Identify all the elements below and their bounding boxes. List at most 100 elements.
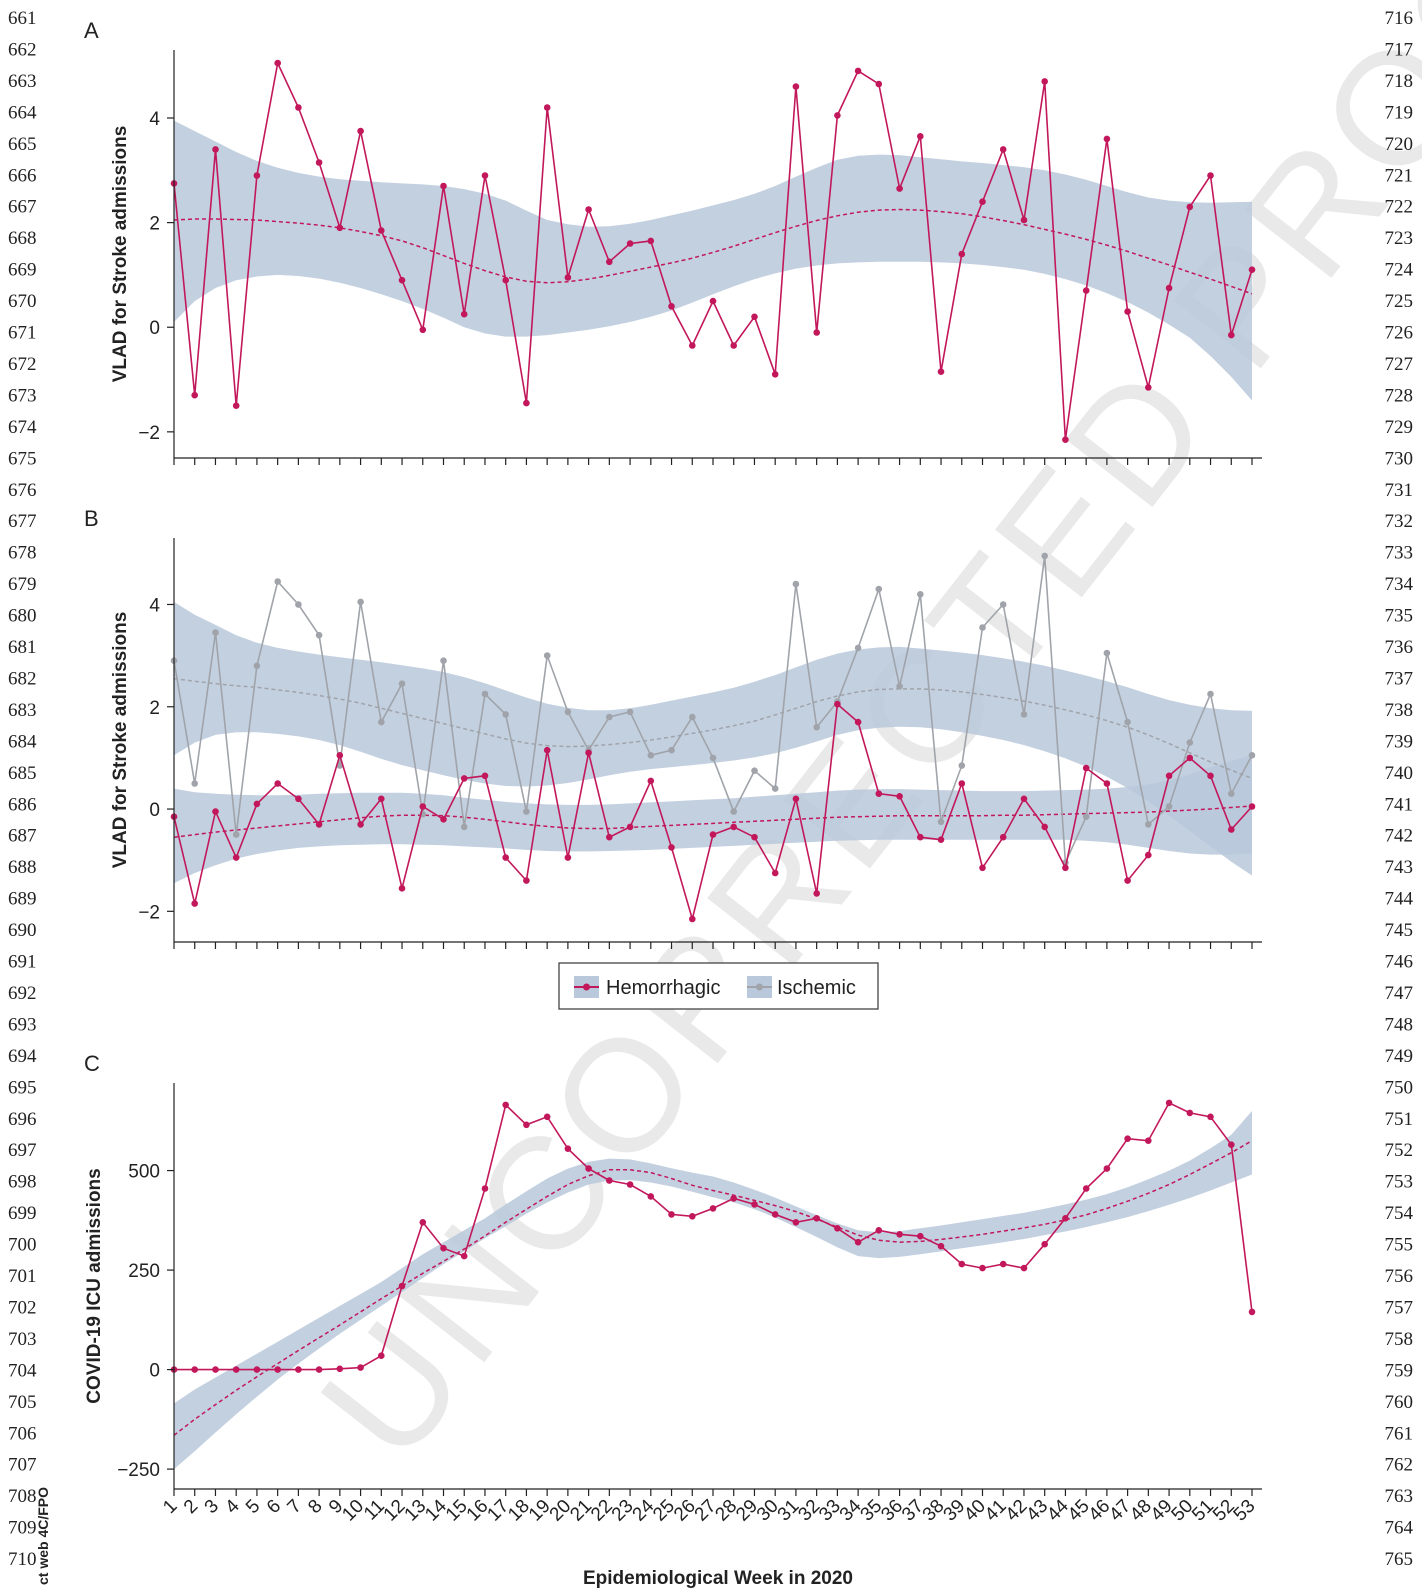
data-point-hemorrhagic <box>253 800 261 808</box>
line-number: 689 <box>8 889 37 910</box>
line-number: 764 <box>1385 1518 1414 1539</box>
data-point-hemorrhagic <box>813 1215 820 1222</box>
trend-line-hemorrhagic <box>173 805 1253 838</box>
data-point-ischemic <box>709 754 717 762</box>
data-point-hemorrhagic <box>398 276 406 284</box>
data-point-hemorrhagic <box>440 182 447 190</box>
line-number: 754 <box>1385 1203 1414 1224</box>
line-number: 757 <box>1385 1297 1414 1318</box>
legend: Hemorrhagic Ischemic <box>558 962 879 1010</box>
line-number: 688 <box>8 857 37 878</box>
data-point-hemorrhagic <box>1103 135 1111 143</box>
data-point-hemorrhagic <box>792 1219 800 1226</box>
data-point-hemorrhagic <box>647 777 655 785</box>
line-number: 735 <box>1385 606 1414 627</box>
data-point-hemorrhagic <box>813 890 820 897</box>
data-point-hemorrhagic <box>357 1364 364 1371</box>
legend-ischemic-marker <box>756 983 763 991</box>
y-tick-label: 0 <box>149 800 160 821</box>
y-tick-label: −250 <box>117 1460 160 1481</box>
confidence-band-ischemic <box>174 601 1252 876</box>
line-number: 691 <box>8 952 37 973</box>
data-point-hemorrhagic <box>585 1165 592 1172</box>
data-point-hemorrhagic <box>999 146 1007 153</box>
data-point-hemorrhagic <box>606 258 613 266</box>
line-number: 762 <box>1385 1455 1414 1476</box>
data-point-hemorrhagic <box>854 1238 862 1246</box>
line-number: 765 <box>1385 1549 1414 1570</box>
line-number: 722 <box>1385 197 1414 218</box>
data-point-hemorrhagic <box>232 1366 240 1373</box>
data-point-hemorrhagic <box>771 869 779 877</box>
data-point-ischemic <box>398 680 406 687</box>
line-number: 671 <box>8 323 37 344</box>
data-point-hemorrhagic <box>274 780 282 787</box>
data-point-ischemic <box>295 601 302 608</box>
data-point-hemorrhagic <box>1041 78 1048 85</box>
data-point-ischemic <box>854 644 862 652</box>
data-point-hemorrhagic <box>502 1101 510 1109</box>
line-number: 701 <box>8 1266 37 1287</box>
data-point-hemorrhagic <box>295 104 302 111</box>
data-point-ischemic <box>999 601 1007 608</box>
data-point-ischemic <box>751 767 758 774</box>
data-point-hemorrhagic <box>647 237 655 245</box>
data-point-hemorrhagic <box>523 877 530 884</box>
line-number: 700 <box>8 1235 37 1256</box>
data-point-hemorrhagic <box>834 1225 841 1232</box>
data-point-hemorrhagic <box>875 80 883 88</box>
data-point-hemorrhagic <box>419 803 427 810</box>
data-point-hemorrhagic <box>315 159 323 166</box>
data-point-hemorrhagic <box>564 274 572 281</box>
line-number: 664 <box>8 102 37 123</box>
data-point-hemorrhagic <box>440 816 447 823</box>
line-number: 693 <box>8 1014 37 1035</box>
data-point-ischemic <box>378 718 385 726</box>
line-number: 729 <box>1385 417 1414 438</box>
y-tick-label: 2 <box>149 698 160 719</box>
data-point-ischemic <box>813 723 820 731</box>
data-point-hemorrhagic <box>212 1366 219 1373</box>
y-tick-label: 4 <box>149 595 160 616</box>
line-number: 707 <box>8 1455 37 1476</box>
data-point-hemorrhagic <box>937 1242 945 1250</box>
line-number: 692 <box>8 983 37 1004</box>
data-point-hemorrhagic <box>689 915 696 923</box>
data-point-ischemic <box>937 818 945 826</box>
data-point-hemorrhagic <box>1062 1215 1069 1222</box>
data-point-hemorrhagic <box>626 823 634 831</box>
line-number: 739 <box>1385 731 1414 752</box>
line-number: 758 <box>1385 1329 1414 1350</box>
line-number: 731 <box>1385 480 1414 501</box>
data-point-hemorrhagic <box>1186 754 1194 762</box>
data-point-hemorrhagic <box>398 885 406 892</box>
data-point-hemorrhagic <box>315 821 323 828</box>
line-number: 665 <box>8 134 37 155</box>
data-point-hemorrhagic <box>896 185 903 192</box>
data-point-hemorrhagic <box>336 752 344 759</box>
y-tick-label: 0 <box>149 1361 160 1382</box>
data-point-ischemic <box>730 808 737 815</box>
x-axis-label: Epidemiological Week in 2020 <box>583 1568 853 1589</box>
line-number: 742 <box>1385 826 1414 847</box>
line-number: 690 <box>8 920 37 941</box>
y-tick-label: 4 <box>149 109 160 130</box>
line-number: 710 <box>8 1549 37 1570</box>
line-number: 755 <box>1385 1235 1414 1256</box>
line-number: 732 <box>1385 511 1414 532</box>
data-point-hemorrhagic <box>979 864 986 872</box>
line-number: 760 <box>1385 1392 1414 1413</box>
line-number: 717 <box>1385 39 1414 60</box>
line-number: 716 <box>1385 8 1414 29</box>
line-number: 695 <box>8 1077 37 1098</box>
data-point-ischemic <box>1124 718 1131 726</box>
data-point-hemorrhagic <box>626 1181 634 1188</box>
data-point-hemorrhagic <box>191 1366 198 1373</box>
data-point-hemorrhagic <box>564 1145 572 1152</box>
x-tick-label: 4 <box>221 1495 244 1518</box>
legend-ischemic-label: Ischemic <box>777 977 856 999</box>
data-point-ischemic <box>917 591 924 598</box>
data-point-hemorrhagic <box>295 795 302 803</box>
trend-line-hemorrhagic <box>173 1140 1253 1436</box>
